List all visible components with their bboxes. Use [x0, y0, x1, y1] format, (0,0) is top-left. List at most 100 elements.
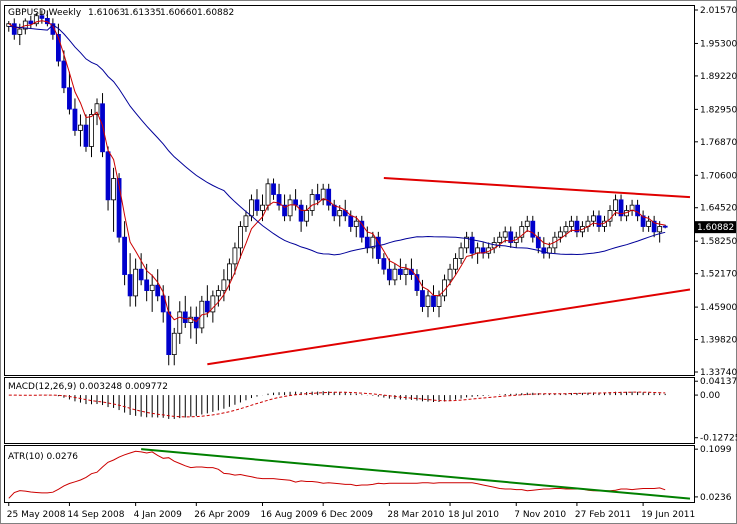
candle-body: [331, 204, 337, 217]
candle-body: [508, 231, 514, 243]
time-tick-label: 26 Apr 2009: [194, 510, 250, 520]
time-tick-label: 19 Jun 2011: [641, 510, 695, 520]
time-axis: 25 May 2008 14 Sep 2008 4 Jan 2009 26 Apr 2…: [7, 502, 695, 520]
price-tick-label: 1.89220: [700, 72, 737, 82]
macd-tick-label: -0.12725: [700, 434, 737, 444]
candle-body: [464, 236, 469, 249]
candle-body: [116, 178, 122, 238]
candle-body: [105, 151, 111, 201]
candle-body: [447, 268, 453, 281]
chart-header-close: 1.60882: [197, 8, 234, 18]
candle-body: [127, 274, 133, 297]
candle-body: [204, 300, 210, 313]
time-tick-label: 18 Jul 2010: [448, 510, 499, 520]
candle-body: [166, 311, 172, 356]
candle-body: [72, 108, 78, 131]
candle-body: [392, 268, 398, 281]
atr-tick-label: 0.0236: [700, 493, 732, 503]
candle-body: [171, 332, 177, 356]
chart-header-low: 1.60660: [160, 8, 197, 18]
time-tick-label: 25 May 2008: [7, 510, 66, 520]
candle-body: [254, 199, 260, 211]
candle-body: [287, 199, 293, 217]
candle-body: [133, 268, 139, 297]
candle-body: [403, 268, 409, 275]
candle-body: [227, 263, 232, 281]
candle-body: [215, 290, 221, 297]
candle-body: [425, 295, 431, 307]
candle-body: [386, 268, 392, 281]
current-price-label: 1.60882: [697, 223, 734, 233]
candle-body: [182, 311, 188, 323]
candle-body: [326, 188, 332, 206]
candle-body: [640, 215, 646, 227]
candle-body: [238, 226, 243, 249]
candle-body: [309, 194, 315, 211]
candle-body: [78, 124, 83, 131]
candle-body: [618, 199, 624, 217]
time-tick-label: 16 Aug 2009: [261, 510, 319, 520]
macd-label: MACD(12,26,9) 0.003248 0.009772: [8, 382, 168, 392]
macd-tick-label: 0.041379: [700, 377, 737, 387]
atr-group: 0.1099 0.0236: [8, 445, 732, 503]
trendlines: [207, 176, 691, 366]
price-tick-label: 1.82950: [700, 105, 737, 115]
time-tick-label: 6 Dec 2009: [321, 510, 373, 520]
candle-body: [276, 194, 282, 206]
candle-body: [364, 236, 370, 249]
macd-group: 0.041379 0.00 -0.12725: [8, 377, 737, 444]
atr-trendline: [141, 448, 691, 500]
price-tick-label: 1.58250: [700, 237, 737, 247]
candle-body: [282, 204, 287, 217]
candle-body: [83, 124, 89, 147]
candle-body: [304, 210, 310, 222]
price-tick-label: 2.01570: [700, 6, 737, 16]
candle-body: [177, 311, 183, 334]
candle-body: [249, 199, 254, 217]
candle-body: [436, 295, 442, 307]
candle-body: [662, 225, 668, 228]
candle-body: [353, 220, 359, 227]
macd-signal-line: [8, 391, 666, 418]
macd-panel[interactable]: [4, 377, 695, 444]
candle-body: [232, 247, 238, 265]
candle-body: [635, 204, 640, 217]
candle-body: [646, 220, 652, 227]
atr-panel[interactable]: [4, 445, 695, 503]
candle-body: [563, 226, 569, 233]
candle-body: [17, 28, 23, 35]
fast-ma-line: [8, 20, 666, 323]
candle-body: [596, 215, 602, 227]
candle-body: [657, 226, 663, 233]
time-tick-label: 14 Sep 2008: [67, 510, 124, 520]
moving-averages: [8, 20, 666, 323]
chart-header-high: 1.61335: [124, 8, 161, 18]
candle-body: [67, 87, 72, 110]
candle-body: [122, 236, 127, 275]
slow-ma-line: [8, 24, 666, 256]
candle-body: [557, 231, 563, 238]
candle-body: [320, 188, 326, 201]
candle-body: [398, 268, 403, 275]
resistance-trendline: [383, 176, 691, 199]
candle-body: [375, 236, 381, 259]
candle-body: [569, 220, 574, 227]
candle-body: [138, 268, 144, 281]
candle-body: [144, 279, 150, 291]
atr-label: ATR(10) 0.0276: [8, 452, 78, 462]
time-tick-label: 28 Mar 2010: [387, 510, 444, 520]
price-tick-label: 1.76870: [700, 138, 737, 148]
chart-header-symbol: GBPUSD,Weekly: [8, 8, 82, 18]
candle-body: [541, 247, 547, 254]
candle-body: [111, 178, 116, 201]
price-tick-label: 1.95300: [700, 39, 737, 49]
price-tick-label: 1.39820: [700, 336, 737, 346]
candle-body: [193, 316, 199, 329]
current-price-box: [695, 221, 736, 234]
candle-body: [155, 284, 161, 297]
candle-body: [61, 60, 67, 89]
candle-body: [519, 226, 525, 238]
candle-body: [160, 295, 166, 313]
candle-body: [381, 258, 387, 270]
candle-body: [414, 274, 420, 291]
